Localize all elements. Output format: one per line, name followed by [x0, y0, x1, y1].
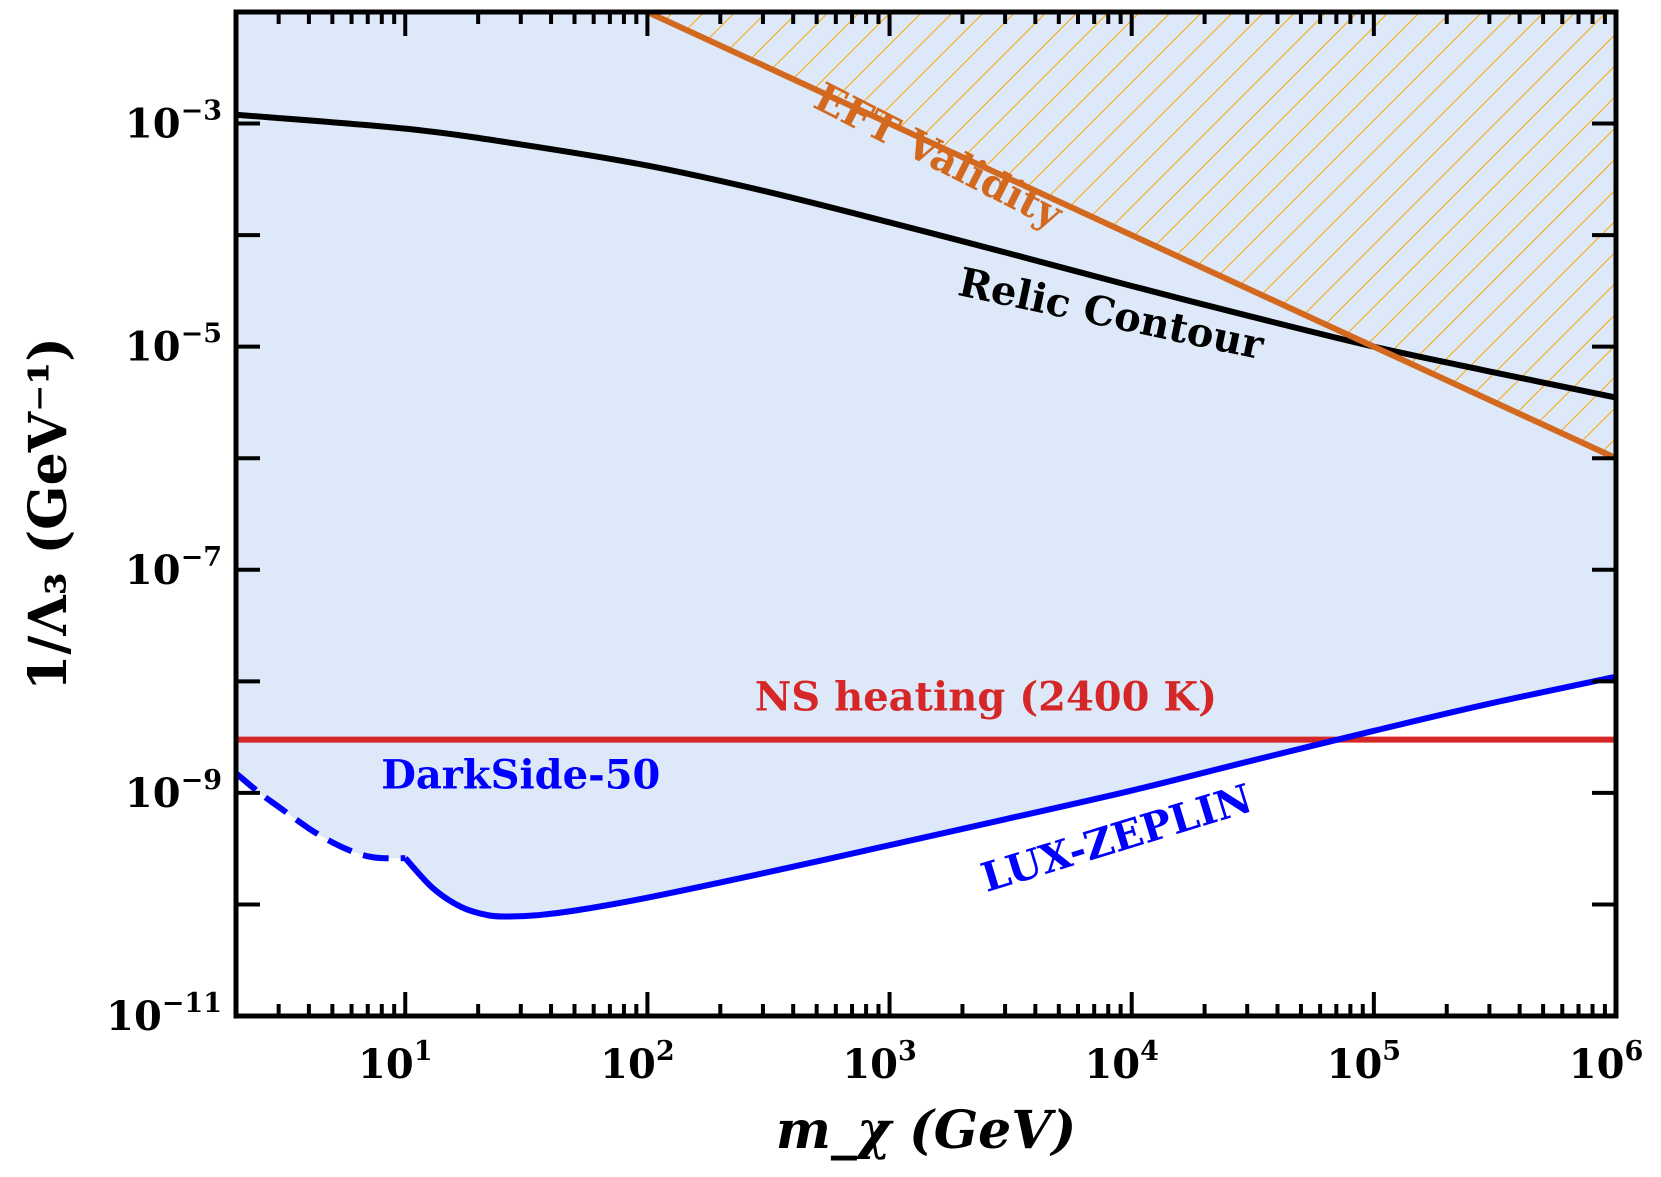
y-tick-label: 10−9	[125, 765, 222, 817]
x-tick-label: 103	[842, 1036, 916, 1088]
annotation-darkside-50: DarkSide-50	[381, 751, 660, 798]
y-tick-label: 10−7	[125, 542, 222, 594]
y-axis-title: 1/Λ₃ (GeV⁻¹)	[18, 337, 79, 691]
x-tick-label: 104	[1084, 1036, 1158, 1088]
y-tick-label: 10−5	[125, 319, 222, 371]
series-eft-validity	[646, 12, 1616, 461]
annotation-ns-heating-2400-k: NS heating (2400 K)	[755, 673, 1217, 720]
ticks	[234, 10, 1618, 1018]
x-tick-label: 101	[358, 1036, 432, 1088]
plot-area	[236, 12, 1616, 920]
y-tick-label: 10−11	[106, 988, 222, 1040]
tick-labels: 10−3 10−5 10−7 10−9 10−11 101 102 103 104 105 106	[106, 96, 1643, 1088]
y-tick-label: 10−3	[125, 96, 222, 148]
x-axis-title: m_χ (GeV)	[776, 1100, 1076, 1161]
series-lux-zeplin	[403, 673, 1616, 920]
series-darkside-50	[236, 770, 406, 862]
x-tick-label: 105	[1327, 1036, 1401, 1088]
plot-frame	[233, 9, 1619, 1019]
x-tick-label: 102	[600, 1036, 674, 1088]
x-tick-label: 106	[1569, 1036, 1643, 1088]
